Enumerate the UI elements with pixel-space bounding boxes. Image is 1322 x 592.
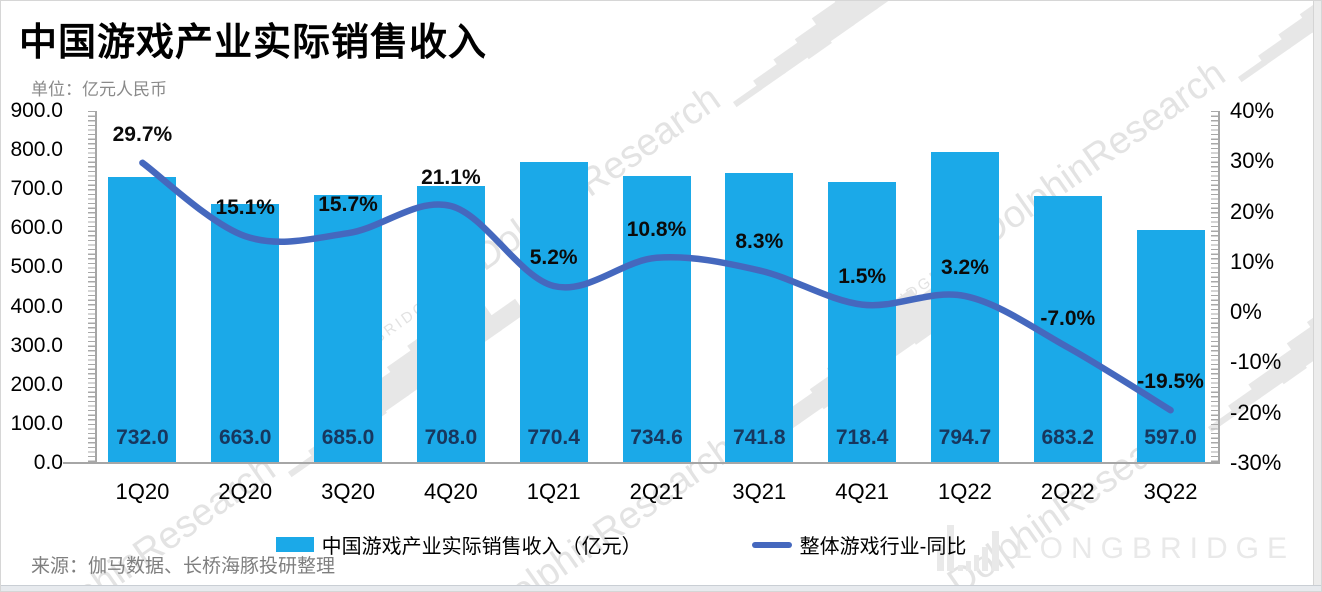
legend-label: 中国游戏产业实际销售收入（亿元） <box>321 536 642 558</box>
left-axis-tick-label: 500.0 <box>10 255 63 279</box>
watermark-bars-icon: ▁▂▃▄▅▆▇█▆▃ <box>1215 1 1321 82</box>
page-title: 中国游戏产业实际销售收入 <box>19 22 488 64</box>
bar-value-label: 597.0 <box>1144 426 1197 449</box>
bar-value-label: 741.8 <box>733 426 786 449</box>
unit-label: 单位：亿元人民币 <box>31 80 167 99</box>
left-axis-tick-label: 400.0 <box>10 294 63 318</box>
revenue-bar <box>211 203 280 462</box>
x-axis-tick-label: 2Q21 <box>629 479 684 504</box>
watermark-bars-icon: ▁▂▃▄▅▆▇█▆▃ <box>710 0 968 107</box>
right-axis-tick-label: -10% <box>1230 349 1282 375</box>
bar-value-label: 734.6 <box>630 426 683 449</box>
revenue-bar <box>416 186 485 462</box>
x-axis-tick-label: 3Q22 <box>1143 479 1198 504</box>
left-axis-tick-label: 800.0 <box>10 138 63 162</box>
yoy-value-label: 5.2% <box>529 245 578 269</box>
right-axis-tick-label: 0% <box>1230 299 1262 325</box>
revenue-bar <box>108 176 177 462</box>
right-axis-tick-label: -20% <box>1230 399 1282 425</box>
x-axis-tick-label: 2Q22 <box>1040 479 1095 504</box>
revenue-bar <box>828 182 897 462</box>
longbridge-logo-text: LONGBRIDGE <box>1014 532 1295 565</box>
longbridge-logo-bars-icon <box>936 525 999 571</box>
right-axis-tick-label: 20% <box>1230 198 1275 224</box>
yoy-value-label: -19.5% <box>1137 370 1204 394</box>
bar-value-label: 770.4 <box>527 426 580 449</box>
watermark-name-text: DolphinResearch <box>970 52 1234 255</box>
left-axis-tick-label: 0.0 <box>33 451 63 474</box>
bar-value-label: 663.0 <box>218 426 272 449</box>
yoy-value-label: 29.7% <box>112 122 173 146</box>
line-swatch-icon <box>751 541 792 548</box>
x-axis-tick-label: 1Q22 <box>938 479 992 504</box>
bar-value-label: 794.7 <box>938 426 992 449</box>
revenue-bar <box>930 152 999 462</box>
legend-label: 整体游戏行业-同比 <box>799 536 967 558</box>
bar-value-label: 708.0 <box>424 426 478 449</box>
revenue-bar <box>519 161 588 462</box>
bar-value-label: 683.2 <box>1041 426 1095 449</box>
yoy-value-label: 15.7% <box>318 193 378 217</box>
bar-swatch-icon <box>275 537 314 552</box>
left-axis-tick-label: 100.0 <box>10 411 63 435</box>
right-axis-tick-label: 30% <box>1230 148 1275 174</box>
x-axis-tick-label: 4Q21 <box>835 479 890 504</box>
right-axis-tick-label: 40% <box>1230 98 1275 123</box>
bar-value-label: 732.0 <box>116 426 169 449</box>
left-axis-tick-label: 700.0 <box>10 177 63 201</box>
x-axis-tick-label: 1Q20 <box>115 479 170 504</box>
right-axis-tick-label: -30% <box>1230 450 1282 475</box>
x-axis-tick-label: 3Q20 <box>321 479 375 504</box>
left-axis-minor-ticks <box>88 111 95 463</box>
yoy-value-label: -7.0% <box>1040 307 1096 331</box>
yoy-value-label: 3.2% <box>941 256 989 280</box>
yoy-value-label: 8.3% <box>735 230 784 254</box>
left-axis-tick-label: 200.0 <box>10 372 63 396</box>
bar-value-label: 718.4 <box>835 426 889 449</box>
legend: 中国游戏产业实际销售收入（亿元） 整体游戏行业-同比 <box>1 530 1241 559</box>
x-axis <box>63 462 1220 464</box>
x-axis-tick-label: 1Q21 <box>526 479 581 504</box>
legend-item-yoy: 整体游戏行业-同比 <box>751 530 967 559</box>
source-note: 来源：伽马数据、长桥海豚投研整理 <box>31 556 336 577</box>
bar-value-label: 685.0 <box>321 426 375 449</box>
left-axis-tick-label: 300.0 <box>10 333 63 357</box>
yoy-value-label: 21.1% <box>421 166 481 190</box>
x-axis-tick-label: 4Q20 <box>423 479 478 504</box>
window-edge-bottom <box>1 585 1321 591</box>
revenue-bar <box>725 172 794 462</box>
right-axis-minor-ticks <box>1211 111 1218 463</box>
longbridge-logo: LONGBRIDGE <box>936 523 1295 575</box>
revenue-bar <box>314 195 383 462</box>
x-axis-tick-label: 2Q20 <box>218 479 273 504</box>
x-axis-tick-label: 3Q21 <box>732 479 787 504</box>
right-y-axis <box>1218 111 1220 464</box>
window-edge-right <box>1313 1 1321 591</box>
legend-item-revenue: 中国游戏产业实际销售收入（亿元） <box>275 530 642 559</box>
left-axis-tick-label: 900.0 <box>10 99 63 122</box>
left-axis-tick-label: 600.0 <box>10 216 63 240</box>
right-axis-tick-label: 10% <box>1230 248 1275 274</box>
left-y-axis <box>95 111 97 464</box>
